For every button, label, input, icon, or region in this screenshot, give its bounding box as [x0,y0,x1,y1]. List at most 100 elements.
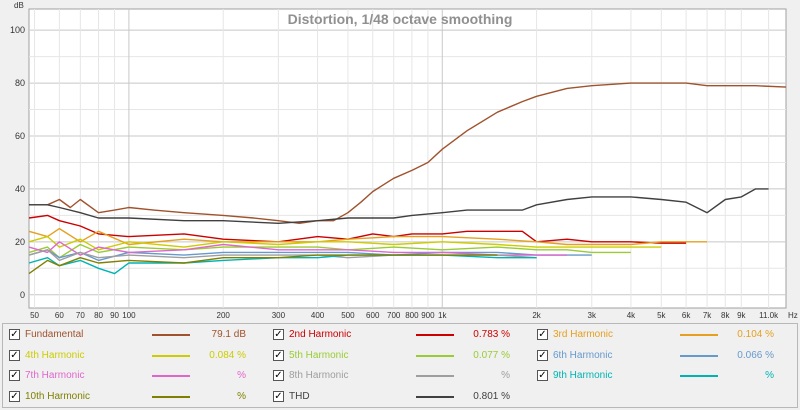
legend-checkbox-5th-harmonic[interactable]: ✓ [273,349,284,361]
y-tick-label: 40 [15,184,25,194]
legend-checkbox-4th-harmonic[interactable]: ✓ [9,349,20,361]
legend-item-2nd-harmonic: ✓ 2nd Harmonic 0.783 % [273,325,528,345]
legend-value: % [501,370,510,381]
legend-name: 5th Harmonic [289,349,349,361]
legend-name: Fundamental [25,329,84,340]
series-line-3rd-harmonic [28,227,708,246]
legend-item-4th-harmonic: ✓ 4th Harmonic 0.084 % [9,346,264,366]
y-tick-label: 100 [10,25,25,35]
x-tick-label: 700 [387,311,401,320]
x-tick-label: 60 [55,311,64,320]
legend-name: 10th Harmonic [25,390,91,402]
legend-swatch [416,334,454,336]
legend-swatch [152,334,190,336]
legend-checkbox-3rd-harmonic[interactable]: ✓ [537,329,548,340]
series-line-6th-harmonic [28,249,592,262]
legend-value: 0.783 % [473,329,510,340]
chart-title: Distortion, 1/48 octave smoothing [288,11,513,27]
x-tick-label: 800 [405,311,419,320]
legend-checkbox-8th-harmonic[interactable]: ✓ [273,370,284,381]
legend: ✓ Fundamental 79.1 dB ✓ 2nd Harmonic 0.783 % ✓… [2,323,798,408]
legend-value: % [237,370,246,381]
legend-item-8th-harmonic: ✓ 8th Harmonic% [273,366,528,386]
legend-name: 4th Harmonic [25,349,85,361]
x-tick-label: 3k [588,311,597,320]
legend-swatch [416,395,454,398]
x-tick-label: 200 [217,311,231,320]
legend-value: 0.077 % [473,349,510,361]
legend-checkbox-thd[interactable]: ✓ [273,390,284,402]
x-tick-label: 300 [272,311,286,320]
legend-value: 79.1 dB [211,329,246,340]
series-line-thd [29,188,769,225]
x-tick-label: 11.0k [759,311,779,320]
legend-item-3rd-harmonic: ✓ 3rd Harmonic 0.104 % [537,325,792,345]
legend-swatch [416,354,454,357]
legend-item-thd: ✓ THD 0.801 % [273,387,528,407]
x-tick-label: 4k [627,311,636,320]
legend-swatch [680,334,718,336]
legend-swatch [152,395,190,398]
legend-checkbox-2nd-harmonic[interactable]: ✓ [273,329,284,340]
legend-item-7th-harmonic: ✓ 7th Harmonic% [9,366,264,386]
legend-item-fundamental: ✓ Fundamental 79.1 dB [9,325,264,345]
legend-value: 0.104 % [737,329,774,340]
y-axis-unit: dB [14,1,24,10]
grid [29,9,786,308]
legend-name: 2nd Harmonic [289,329,352,340]
x-tick-label: 9k [737,311,746,320]
x-tick-label: 600 [366,311,380,320]
series-line-fundamental [29,82,787,225]
x-tick-label: 1k [438,311,447,320]
legend-checkbox-fundamental[interactable]: ✓ [9,329,20,340]
legend-checkbox-10th-harmonic[interactable]: ✓ [9,390,20,402]
legend-value: % [237,390,246,402]
legend-value: 0.084 % [209,349,246,361]
legend-name: 7th Harmonic [25,370,85,381]
y-tick-label: 60 [15,131,25,141]
y-tick-label: 80 [15,78,25,88]
series-line-10th-harmonic [28,254,498,275]
legend-swatch [680,354,718,357]
legend-name: 8th Harmonic [289,370,349,381]
legend-swatch [152,375,190,377]
legend-name: 6th Harmonic [553,349,613,361]
legend-name: THD [289,390,310,402]
x-tick-label: 90 [110,311,119,320]
legend-swatch [152,354,190,357]
legend-swatch [416,375,454,377]
legend-name: 9th Harmonic [553,370,613,381]
chart-area: 0 20 40 60 80 100 50 60 70 80 90 100 200 300 400 500 60… [9,1,798,320]
y-tick-label: 0 [20,290,25,300]
y-tick-label: 20 [15,237,25,247]
series-line-7th-harmonic [28,241,567,256]
x-tick-label: 100 [122,311,136,320]
legend-item-6th-harmonic: ✓ 6th Harmonic 0.066 % [537,346,792,366]
x-tick-label: 8k [721,311,730,320]
legend-value: % [765,370,774,381]
legend-value: 0.801 % [473,390,510,402]
series-group [28,82,787,275]
x-tick-labels: 50 60 70 80 90 100 200 300 400 500 600 700 800 900 1k 2… [30,311,779,320]
legend-checkbox-6th-harmonic[interactable]: ✓ [537,349,548,361]
x-tick-label: 400 [311,311,325,320]
legend-item-10th-harmonic: ✓ 10th Harmonic% [9,387,264,407]
x-tick-label: 6k [682,311,691,320]
plot-area [28,8,787,309]
x-tick-label: 70 [76,311,85,320]
legend-checkbox-9th-harmonic[interactable]: ✓ [537,370,548,381]
legend-item-5th-harmonic: ✓ 5th Harmonic 0.077 % [273,346,528,366]
x-tick-label: 5k [657,311,666,320]
legend-name: 3rd Harmonic [553,329,614,340]
legend-checkbox-7th-harmonic[interactable]: ✓ [9,370,20,381]
legend-value: 0.066 % [737,349,774,361]
x-tick-label: 7k [703,311,712,320]
series-line-4th-harmonic [28,235,662,251]
legend-item-9th-harmonic: ✓ 9th Harmonic% [537,366,792,386]
x-tick-label: 80 [94,311,103,320]
x-axis-unit: Hz [788,311,798,320]
series-line-5th-harmonic [28,243,631,259]
x-tick-label: 2k [532,311,541,320]
x-tick-label: 900 [421,311,435,320]
